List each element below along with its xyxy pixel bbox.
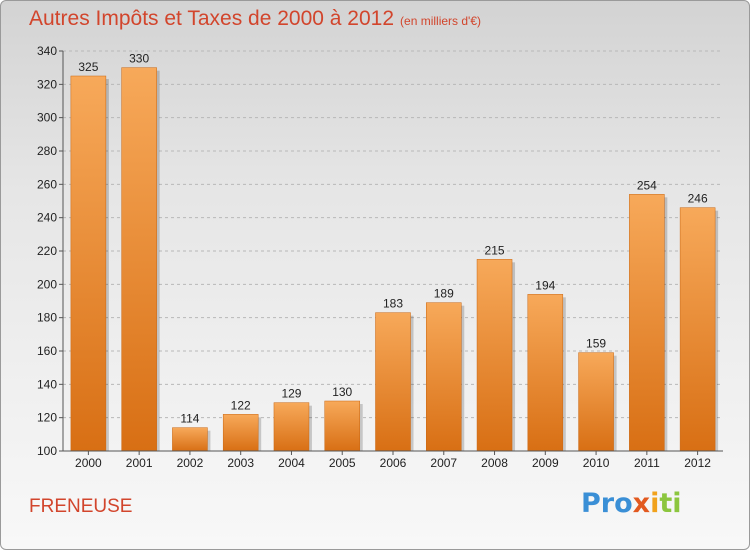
x-tick-label: 2009 xyxy=(532,456,559,470)
y-tick-label: 200 xyxy=(37,277,57,291)
bar[interactable] xyxy=(172,427,208,452)
bar[interactable] xyxy=(679,207,716,452)
bar[interactable] xyxy=(426,302,462,452)
y-tick-label: 320 xyxy=(37,77,57,91)
bar[interactable] xyxy=(375,312,411,452)
data-label: 130 xyxy=(332,385,352,399)
x-tick-label: 2000 xyxy=(75,456,102,470)
x-tick-label: 2004 xyxy=(278,456,305,470)
bar[interactable] xyxy=(121,67,157,452)
x-tick-label: 2001 xyxy=(126,456,153,470)
data-label: 129 xyxy=(281,387,301,401)
y-tick-label: 260 xyxy=(37,177,57,191)
town-name: FRENEUSE xyxy=(29,496,133,517)
bar[interactable] xyxy=(273,402,310,452)
y-tick-label: 160 xyxy=(37,344,57,358)
data-label: 215 xyxy=(485,243,505,257)
data-label: 189 xyxy=(434,287,454,301)
x-tick-label: 2011 xyxy=(634,456,660,470)
bar[interactable] xyxy=(324,400,360,452)
y-tick-label: 300 xyxy=(37,111,57,125)
y-tick-label: 120 xyxy=(37,411,57,425)
data-label: 246 xyxy=(688,192,708,206)
chart-title: Autres Impôts et Taxes de 2000 à 2012 (en… xyxy=(29,7,481,31)
x-tick-label: 2012 xyxy=(684,456,711,470)
bar[interactable] xyxy=(578,352,614,452)
bar[interactable] xyxy=(476,259,513,452)
data-label: 330 xyxy=(129,52,149,66)
x-tick-label: 2008 xyxy=(481,456,508,470)
y-tick-label: 140 xyxy=(37,377,57,391)
y-tick-label: 240 xyxy=(37,211,57,225)
x-tick-label: 2005 xyxy=(329,456,356,470)
logo-part: i xyxy=(650,488,660,519)
data-label: 254 xyxy=(637,178,657,192)
bar[interactable] xyxy=(70,75,107,452)
data-label: 114 xyxy=(180,412,199,426)
logo-part: Pro xyxy=(581,488,633,519)
bar[interactable] xyxy=(629,194,665,452)
x-tick-label: 2002 xyxy=(177,456,204,470)
data-label: 159 xyxy=(586,337,606,351)
data-label: 325 xyxy=(78,60,98,74)
logo-part: ti xyxy=(659,488,682,519)
x-tick-label: 2006 xyxy=(380,456,407,470)
data-label: 194 xyxy=(535,278,555,292)
y-tick-label: 220 xyxy=(37,244,57,258)
chart-subtitle: (en milliers d'€) xyxy=(400,14,482,28)
y-tick-label: 340 xyxy=(37,44,57,58)
y-tick-label: 280 xyxy=(37,144,57,158)
proxiti-logo[interactable]: Proxiti xyxy=(581,488,682,519)
bar[interactable] xyxy=(222,414,259,452)
y-tick-label: 180 xyxy=(37,311,57,325)
data-label: 183 xyxy=(383,297,403,311)
title-text: Autres Impôts et Taxes de 2000 à 2012 xyxy=(29,7,395,30)
x-tick-label: 2010 xyxy=(583,456,610,470)
x-tick-label: 2007 xyxy=(430,456,457,470)
x-tick-label: 2003 xyxy=(227,456,254,470)
logo-part: x xyxy=(632,488,651,519)
bar[interactable] xyxy=(527,294,564,452)
y-tick-label: 100 xyxy=(37,444,57,458)
data-label: 122 xyxy=(231,398,251,412)
